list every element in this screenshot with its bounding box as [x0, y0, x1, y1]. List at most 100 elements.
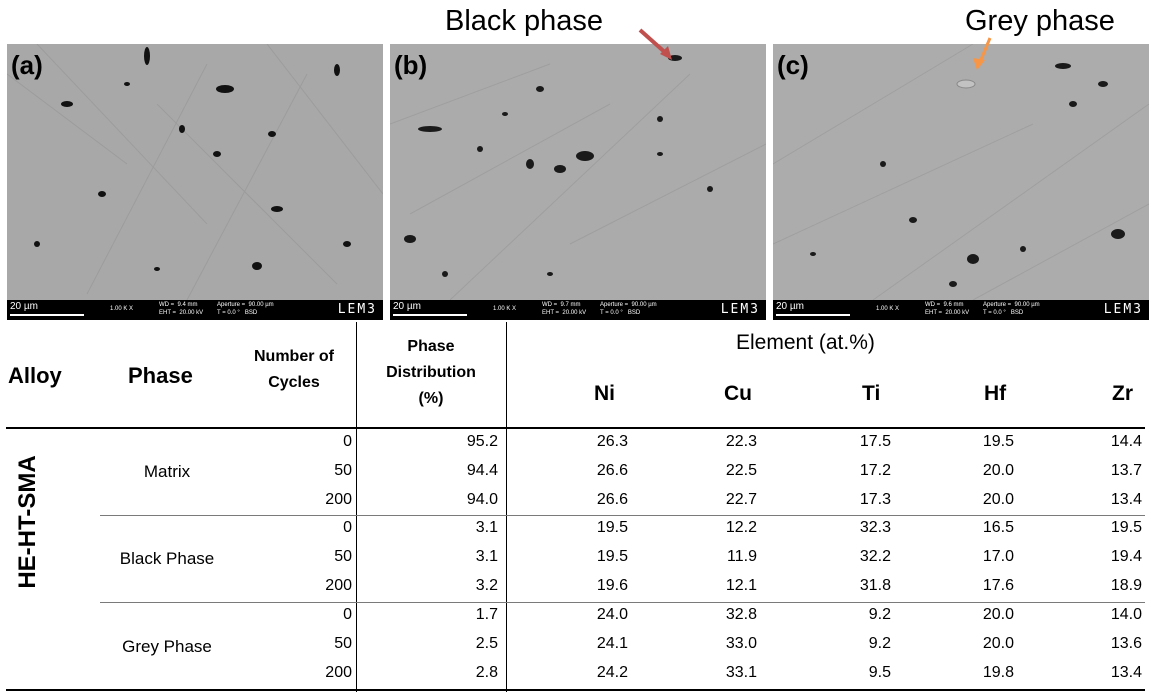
cell-dist: 95.2: [466, 433, 498, 450]
cell-hf: 17.0: [982, 548, 1014, 565]
scale-bar: [776, 314, 850, 316]
bottom-rule: [6, 689, 1145, 691]
cell-cu: 22.5: [725, 462, 757, 479]
info-bar: 20 µm 1.00 K X WD = 9.7 mm EHT = 20.00 k…: [390, 300, 766, 320]
table-divider: [506, 322, 507, 692]
cell-zr: 13.6: [1110, 635, 1142, 652]
scale-label: 20 µm: [776, 301, 804, 312]
cell-cycles: 0: [343, 519, 352, 536]
cell-hf: 20.0: [982, 606, 1014, 623]
cell-cu: 22.3: [725, 433, 757, 450]
cell-cu: 32.8: [725, 606, 757, 623]
scale-bar: [10, 314, 84, 316]
cell-ni: 24.0: [596, 606, 628, 623]
grey-phase-callout: Grey phase: [965, 5, 1115, 37]
cell-cu: 11.9: [727, 548, 757, 565]
cell-ti: 17.5: [859, 433, 891, 450]
cell-cycles: 200: [325, 577, 352, 594]
header-ni: Ni: [594, 382, 615, 405]
cell-ni: 19.5: [596, 548, 628, 565]
micrograph-c-image: [773, 44, 1149, 300]
micrograph-a-image: [7, 44, 383, 300]
cell-dist: 2.8: [475, 664, 498, 681]
magnification: 1.00 K X: [493, 306, 517, 312]
cell-dist: 3.1: [475, 519, 498, 536]
cell-ti: 32.3: [859, 519, 891, 536]
brand-logo: LEM3: [1103, 302, 1143, 317]
cell-zr: 19.4: [1110, 548, 1142, 565]
meta-left: WD = 9.7 mm EHT = 20.00 kV: [542, 302, 587, 316]
header-cu: Cu: [724, 382, 752, 405]
header-cycles: Number of Cycles: [254, 348, 334, 391]
header-distribution: Phase Distribution (%): [386, 338, 476, 407]
cell-cycles: 200: [325, 491, 352, 508]
composition-table: Alloy Phase Number of Cycles Phase Distrib…: [6, 322, 1145, 692]
cell-hf: 16.5: [982, 519, 1014, 536]
cell-dist: 3.2: [475, 577, 498, 594]
micrograph-b-image: [390, 44, 766, 300]
scale-label: 20 µm: [10, 301, 38, 312]
cell-zr: 18.9: [1110, 577, 1142, 594]
header-rule: [6, 427, 1145, 429]
cell-zr: 13.4: [1110, 491, 1142, 508]
cell-ti: 31.8: [859, 577, 891, 594]
cell-ni: 26.6: [596, 491, 628, 508]
panel-label: (b): [394, 50, 428, 80]
header-element-group: Element (at.%): [736, 331, 875, 354]
scale-bar: [393, 314, 467, 316]
cell-cu: 12.1: [725, 577, 757, 594]
cell-zr: 13.4: [1110, 664, 1142, 681]
brand-logo: LEM3: [720, 302, 760, 317]
cell-hf: 20.0: [982, 635, 1014, 652]
cell-hf: 19.5: [982, 433, 1014, 450]
cell-hf: 20.0: [982, 491, 1014, 508]
cell-ti: 17.2: [859, 462, 891, 479]
cell-cycles: 50: [334, 462, 352, 479]
cell-dist: 94.4: [466, 462, 498, 479]
group-separator: [100, 515, 1145, 516]
panel-label: (c): [777, 50, 809, 80]
cell-ti: 17.3: [859, 491, 891, 508]
header-zr: Zr: [1112, 382, 1133, 405]
cell-zr: 19.5: [1110, 519, 1142, 536]
cell-dist: 94.0: [466, 491, 498, 508]
header-ti: Ti: [862, 382, 881, 405]
meta-right: Aperture = 90.00 µm T = 0.0 ° BSD: [983, 302, 1040, 316]
cell-cycles: 50: [334, 635, 352, 652]
cell-ti: 9.2: [868, 635, 891, 652]
magnification: 1.00 K X: [110, 306, 134, 312]
cell-ni: 24.2: [596, 664, 628, 681]
scale-label: 20 µm: [393, 301, 421, 312]
phase-label-grey: Grey Phase: [122, 637, 212, 656]
meta-right: Aperture = 90.00 µm T = 0.0 ° BSD: [600, 302, 657, 316]
meta-left: WD = 9.4 mm EHT = 20.00 kV: [159, 302, 204, 316]
header-phase: Phase: [128, 363, 193, 388]
cell-hf: 20.0: [982, 462, 1014, 479]
cell-hf: 17.6: [982, 577, 1014, 594]
table-divider: [356, 322, 357, 692]
cell-zr: 13.7: [1110, 462, 1142, 479]
alloy-name: HE-HT-SMA: [14, 455, 41, 589]
header-hf: Hf: [984, 382, 1007, 405]
magnification: 1.00 K X: [876, 306, 900, 312]
cell-ti: 9.5: [868, 664, 891, 681]
cell-cycles: 0: [343, 606, 352, 623]
micrograph-b: (b) 20 µm 1.00 K X WD = 9.7 mm EHT = 20.…: [390, 44, 766, 320]
cell-cu: 33.1: [725, 664, 757, 681]
cell-dist: 2.5: [475, 635, 498, 652]
cell-cycles: 50: [334, 548, 352, 565]
cell-cycles: 200: [325, 664, 352, 681]
micrograph-a: (a) 20 µm 1.00 K X WD = 9.4 mm EHT = 20.…: [7, 44, 383, 320]
cell-ni: 26.3: [596, 433, 628, 450]
info-bar: 20 µm 1.00 K X WD = 9.6 mm EHT = 20.00 k…: [773, 300, 1149, 320]
phase-label-black: Black Phase: [119, 549, 215, 568]
black-phase-callout: Black phase: [445, 5, 603, 37]
cell-ti: 32.2: [859, 548, 891, 565]
header-alloy: Alloy: [8, 363, 62, 388]
micrograph-c: (c) 20 µm 1.00 K X WD = 9.6 mm EHT = 20.…: [773, 44, 1149, 320]
meta-left: WD = 9.6 mm EHT = 20.00 kV: [925, 302, 970, 316]
phase-label-matrix: Matrix: [143, 462, 191, 481]
cell-ni: 24.1: [596, 635, 628, 652]
cell-dist: 3.1: [475, 548, 498, 565]
cell-hf: 19.8: [982, 664, 1014, 681]
